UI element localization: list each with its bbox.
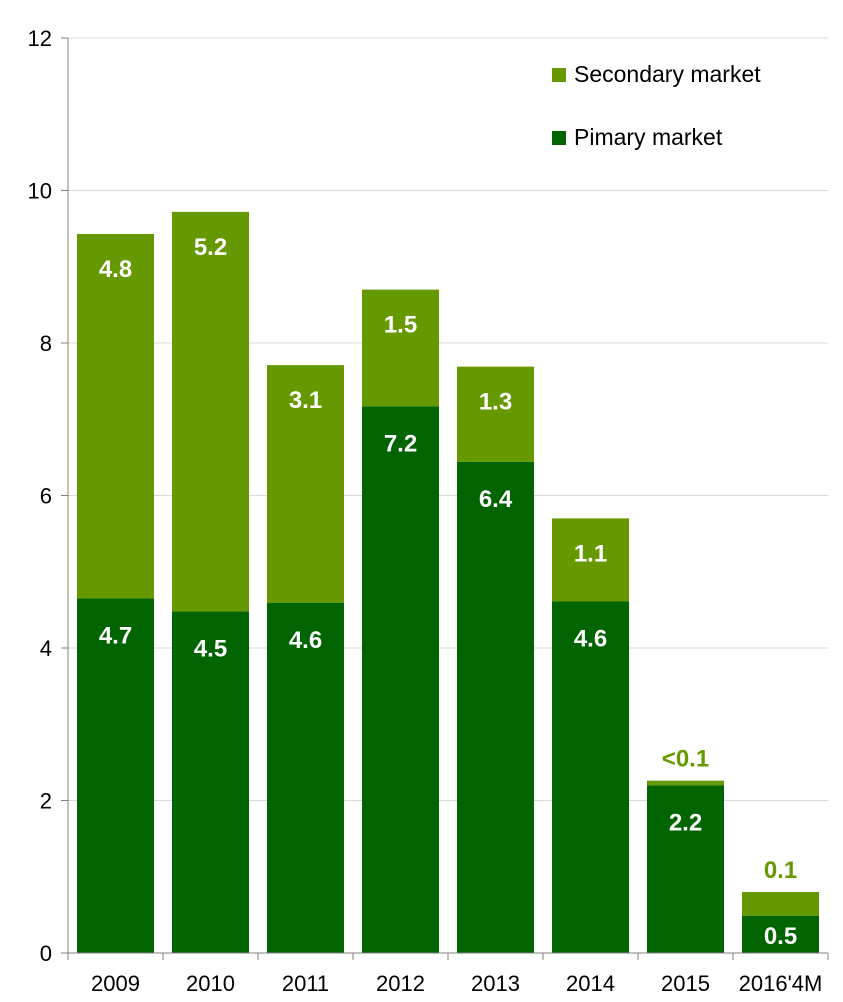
y-tick-label: 0 [40,941,52,966]
bar-secondary-2013 [457,366,534,462]
data-label-primary: 0.5 [764,923,797,950]
legend-swatch [552,131,566,145]
bar-primary-2016'4M [742,915,819,953]
data-label-primary: 4.5 [194,635,227,662]
data-label-secondary: 1.3 [479,389,512,416]
bar-primary-2011 [267,603,344,953]
x-tick-label: 2013 [471,971,520,996]
data-label-primary: 6.4 [479,486,513,513]
y-tick-label: 2 [40,789,52,814]
bar-secondary-2015 [647,780,724,786]
y-tick-label: 4 [40,636,52,661]
data-label-secondary: 1.1 [574,540,607,567]
x-tick-label: 2015 [661,971,710,996]
data-label-primary: 4.6 [574,625,607,652]
bar-secondary-2011 [267,365,344,604]
bar-primary-2012 [362,406,439,954]
bar-secondary-2010 [172,211,249,612]
bar-primary-2014 [552,601,629,953]
bar-secondary-2014 [552,518,629,602]
x-tick-label: 2009 [91,971,140,996]
bar-secondary-2016'4M [742,892,819,916]
bars [77,211,819,954]
bar-secondary-2012 [362,289,439,407]
data-label-primary: 4.7 [99,622,132,649]
bar-primary-2013 [457,461,534,953]
x-tick-label: 2014 [566,971,615,996]
bar-primary-2009 [77,598,154,953]
data-label-secondary: 0.1 [764,857,797,884]
data-label-secondary: 1.5 [384,312,417,339]
bar-primary-2010 [172,611,249,953]
y-tick-label: 8 [40,331,52,356]
x-tick-label: 2016'4M [739,971,823,996]
legend: Secondary market Pimary market [552,61,761,150]
x-tick-label: 2012 [376,971,425,996]
data-label-primary: 7.2 [384,430,417,457]
legend-label: Secondary market [574,61,761,87]
bar-secondary-2009 [77,233,154,599]
x-tick-label: 2011 [282,971,329,996]
axes: 0 2 4 6 8 10 12 2009 2010 2011 2012 2013 2014 2015 201… [28,26,829,996]
legend-label: Pimary market [574,124,723,150]
data-label-secondary: 3.1 [289,387,322,414]
y-tick-label: 6 [40,484,52,509]
data-label-secondary: <0.1 [662,746,709,773]
x-tick-label: 2010 [186,971,235,996]
data-label-secondary: 5.2 [194,234,227,261]
y-tick-label: 10 [28,179,52,204]
bar-primary-2015 [647,785,724,953]
data-label-primary: 4.6 [289,627,322,654]
data-labels: 4.7 4.8 4.5 5.2 4.6 3.1 7.2 1.5 6.4 1.3 4.6 1.1 2.2 <… [99,234,797,950]
data-label-secondary: 4.8 [99,256,132,283]
legend-swatch [552,68,566,82]
data-label-primary: 2.2 [669,809,702,836]
y-tick-label: 12 [28,26,52,51]
